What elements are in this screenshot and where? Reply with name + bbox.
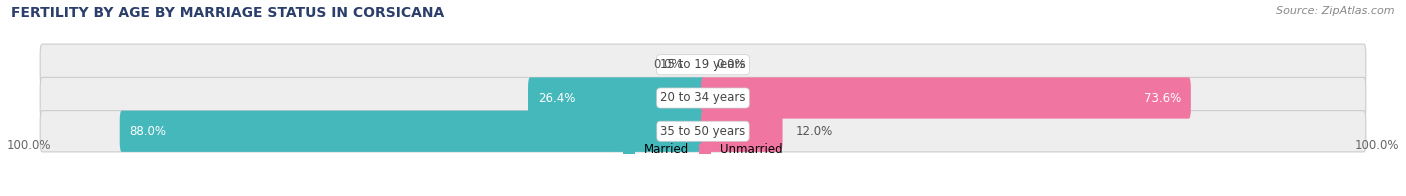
Text: FERTILITY BY AGE BY MARRIAGE STATUS IN CORSICANA: FERTILITY BY AGE BY MARRIAGE STATUS IN C… (11, 6, 444, 20)
Text: 73.6%: 73.6% (1143, 92, 1181, 104)
FancyBboxPatch shape (41, 44, 1365, 85)
FancyBboxPatch shape (529, 77, 704, 119)
Text: Source: ZipAtlas.com: Source: ZipAtlas.com (1277, 6, 1395, 16)
Text: 0.0%: 0.0% (716, 58, 745, 71)
Text: 26.4%: 26.4% (538, 92, 575, 104)
Legend: Married, Unmarried: Married, Unmarried (623, 143, 783, 156)
Text: 0.0%: 0.0% (654, 58, 683, 71)
Text: 35 to 50 years: 35 to 50 years (661, 125, 745, 138)
FancyBboxPatch shape (702, 77, 1191, 119)
Text: 100.0%: 100.0% (7, 139, 52, 152)
FancyBboxPatch shape (702, 111, 783, 152)
FancyBboxPatch shape (41, 111, 1365, 152)
Text: 20 to 34 years: 20 to 34 years (661, 92, 745, 104)
FancyBboxPatch shape (120, 111, 704, 152)
Text: 88.0%: 88.0% (129, 125, 167, 138)
FancyBboxPatch shape (41, 77, 1365, 119)
Text: 15 to 19 years: 15 to 19 years (661, 58, 745, 71)
Text: 100.0%: 100.0% (1354, 139, 1399, 152)
Text: 12.0%: 12.0% (796, 125, 832, 138)
